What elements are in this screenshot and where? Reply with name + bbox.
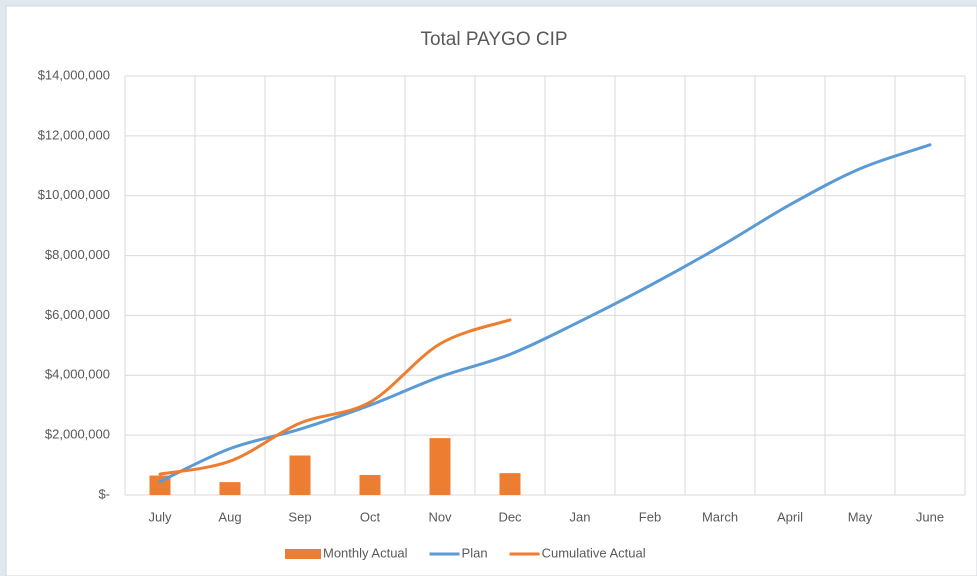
y-tick-label: $2,000,000 <box>45 427 110 442</box>
bar <box>289 455 311 495</box>
x-tick-label: April <box>777 509 803 524</box>
x-tick-label: Nov <box>428 509 452 524</box>
x-tick-label: Dec <box>498 509 522 524</box>
bar <box>219 482 241 495</box>
legend-label: Monthly Actual <box>323 545 408 560</box>
x-tick-label: Sep <box>288 509 311 524</box>
line <box>158 318 512 476</box>
x-tick-label: Oct <box>360 509 381 524</box>
bar <box>429 438 451 495</box>
y-tick-label: $14,000,000 <box>38 67 110 82</box>
x-tick-label: Aug <box>218 509 241 524</box>
x-tick-label: July <box>148 509 172 524</box>
y-tick-label: $6,000,000 <box>45 307 110 322</box>
x-tick-label: Feb <box>639 509 661 524</box>
y-tick-label: $- <box>98 486 110 501</box>
line <box>158 143 932 484</box>
x-tick-label: March <box>702 509 738 524</box>
y-tick-label: $10,000,000 <box>38 187 110 202</box>
y-tick-label: $4,000,000 <box>45 367 110 382</box>
chart-title: Total PAYGO CIP <box>420 29 567 50</box>
legend-label: Plan <box>462 545 488 560</box>
x-tick-label: May <box>848 509 873 524</box>
x-tick-label: Jan <box>570 509 591 524</box>
y-tick-label: $12,000,000 <box>38 127 110 142</box>
bar <box>499 473 521 495</box>
legend-label: Cumulative Actual <box>542 545 646 560</box>
legend-swatch <box>285 549 321 559</box>
bar <box>359 474 381 495</box>
x-tick-label: June <box>916 509 944 524</box>
y-tick-label: $8,000,000 <box>45 247 110 262</box>
